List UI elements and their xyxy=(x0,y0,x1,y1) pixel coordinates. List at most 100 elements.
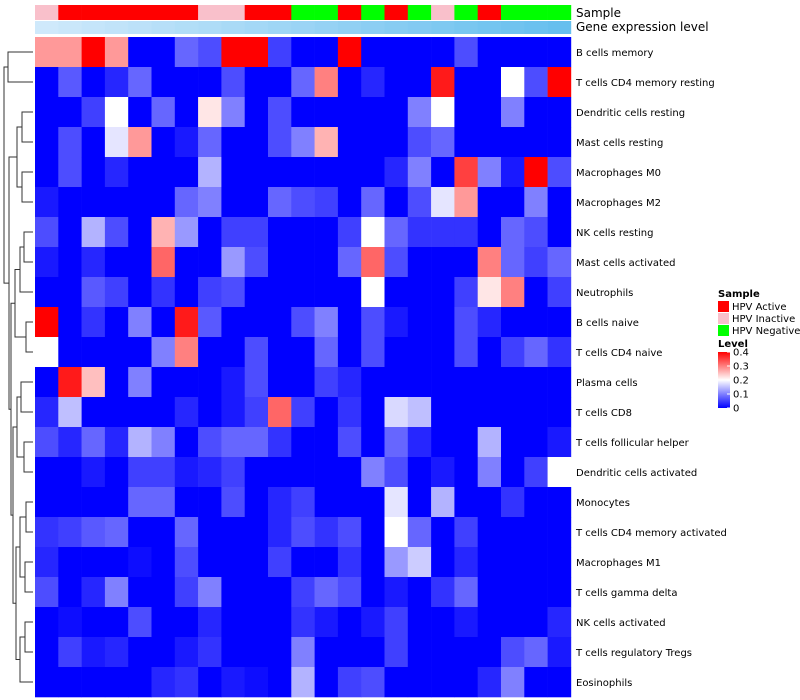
heatmap-cell xyxy=(431,247,455,278)
heatmap-cell xyxy=(268,427,292,458)
heatmap-cell xyxy=(58,637,82,668)
heatmap-cell xyxy=(174,97,199,128)
heatmap-cell xyxy=(524,457,548,488)
dendrogram-branch xyxy=(7,51,33,83)
heatmap-cell xyxy=(431,127,455,158)
heatmap-cell xyxy=(337,37,362,68)
heatmap-cell xyxy=(174,367,199,398)
heatmap-cell xyxy=(128,517,152,548)
expression-level-annotation-cell xyxy=(58,21,82,34)
heatmap-cell xyxy=(244,307,269,338)
heatmap-cell xyxy=(431,97,455,128)
heatmap-cell xyxy=(128,547,152,578)
heatmap-cell xyxy=(501,487,525,518)
heatmap-cell xyxy=(58,247,82,278)
legend-sample-label: HPV Negative xyxy=(732,326,800,337)
heatmap-cell xyxy=(174,157,199,188)
heatmap-cell xyxy=(384,427,409,458)
heatmap-cell xyxy=(524,217,548,248)
heatmap-cell xyxy=(221,67,245,98)
heatmap-cell xyxy=(244,637,269,668)
heatmap-cell xyxy=(151,547,176,578)
heatmap-cell xyxy=(501,427,525,458)
heatmap-cell xyxy=(431,217,455,248)
heatmap-cell xyxy=(128,157,152,188)
heatmap-cell xyxy=(81,367,106,398)
row-dendrogram xyxy=(3,51,33,683)
sample-annotation-cell xyxy=(35,5,59,20)
heatmap-cell xyxy=(547,427,572,458)
heatmap-cell xyxy=(81,187,106,218)
heatmap-cell xyxy=(221,427,245,458)
heatmap-cell xyxy=(104,247,129,278)
heatmap-cell xyxy=(35,547,59,578)
heatmap-cell xyxy=(268,217,292,248)
heatmap-cell xyxy=(291,457,315,488)
heatmap-cell xyxy=(314,457,339,488)
row-label: T cells follicular helper xyxy=(575,438,690,449)
heatmap-cell xyxy=(198,457,222,488)
expression-level-annotation-cell xyxy=(221,21,245,34)
heatmap-cell xyxy=(151,97,176,128)
heatmap-cell xyxy=(524,667,548,698)
heatmap-cell xyxy=(174,277,199,308)
heatmap-cell xyxy=(547,37,572,68)
heatmap-cell xyxy=(244,97,269,128)
dendrogram-branch xyxy=(15,546,20,660)
heatmap-cell xyxy=(221,637,245,668)
heatmap-cell xyxy=(244,547,269,578)
heatmap-cell xyxy=(291,367,315,398)
heatmap-cell xyxy=(221,577,245,608)
heatmap-cell xyxy=(35,667,59,698)
heatmap-cell xyxy=(337,367,362,398)
heatmap-cell xyxy=(407,487,432,518)
heatmap-cell xyxy=(337,667,362,698)
heatmap-cell xyxy=(268,337,292,368)
expression-level-annotation-cell xyxy=(81,21,106,34)
heatmap-cell xyxy=(221,457,245,488)
heatmap-cell xyxy=(35,577,59,608)
heatmap-cell xyxy=(174,217,199,248)
heatmap-cell xyxy=(477,547,502,578)
heatmap-cell xyxy=(454,67,478,98)
heatmap-cell xyxy=(151,397,176,428)
heatmap-cell xyxy=(244,367,269,398)
heatmap-cell xyxy=(384,577,409,608)
expression-level-annotation-cell xyxy=(314,21,339,34)
heatmap-cell xyxy=(407,367,432,398)
heatmap-cell xyxy=(268,187,292,218)
heatmap-cell xyxy=(244,67,269,98)
heatmap-cell xyxy=(221,487,245,518)
heatmap-cell xyxy=(454,217,478,248)
heatmap-cell xyxy=(174,37,199,68)
heatmap-cell xyxy=(361,367,385,398)
heatmap-cell xyxy=(151,37,176,68)
heatmap-cell xyxy=(501,127,525,158)
heatmap-cell xyxy=(104,667,129,698)
heatmap-cell xyxy=(501,577,525,608)
heatmap-cell xyxy=(104,487,129,518)
heatmap-cell xyxy=(384,157,409,188)
heatmap-cell xyxy=(35,217,59,248)
heatmap-cell xyxy=(501,97,525,128)
row-label: Dendritic cells activated xyxy=(576,468,697,479)
heatmap-cell xyxy=(361,127,385,158)
heatmap-cell xyxy=(361,427,385,458)
heatmap-cell xyxy=(407,217,432,248)
heatmap-cell xyxy=(361,607,385,638)
heatmap-cell xyxy=(524,97,548,128)
dendrogram-branch xyxy=(23,231,33,263)
heatmap-cell xyxy=(221,37,245,68)
heatmap-cell xyxy=(477,577,502,608)
heatmap-cell xyxy=(128,217,152,248)
heatmap-cell xyxy=(291,577,315,608)
heatmap-cell xyxy=(314,397,339,428)
heatmap-cell xyxy=(244,577,269,608)
heatmap-cell xyxy=(35,427,59,458)
heatmap-cell xyxy=(198,367,222,398)
heatmap-cell xyxy=(477,367,502,398)
heatmap-cell xyxy=(291,187,315,218)
heatmap-cell xyxy=(104,157,129,188)
heatmap-cell xyxy=(291,607,315,638)
legend-level-tick-label: 0 xyxy=(733,404,739,415)
